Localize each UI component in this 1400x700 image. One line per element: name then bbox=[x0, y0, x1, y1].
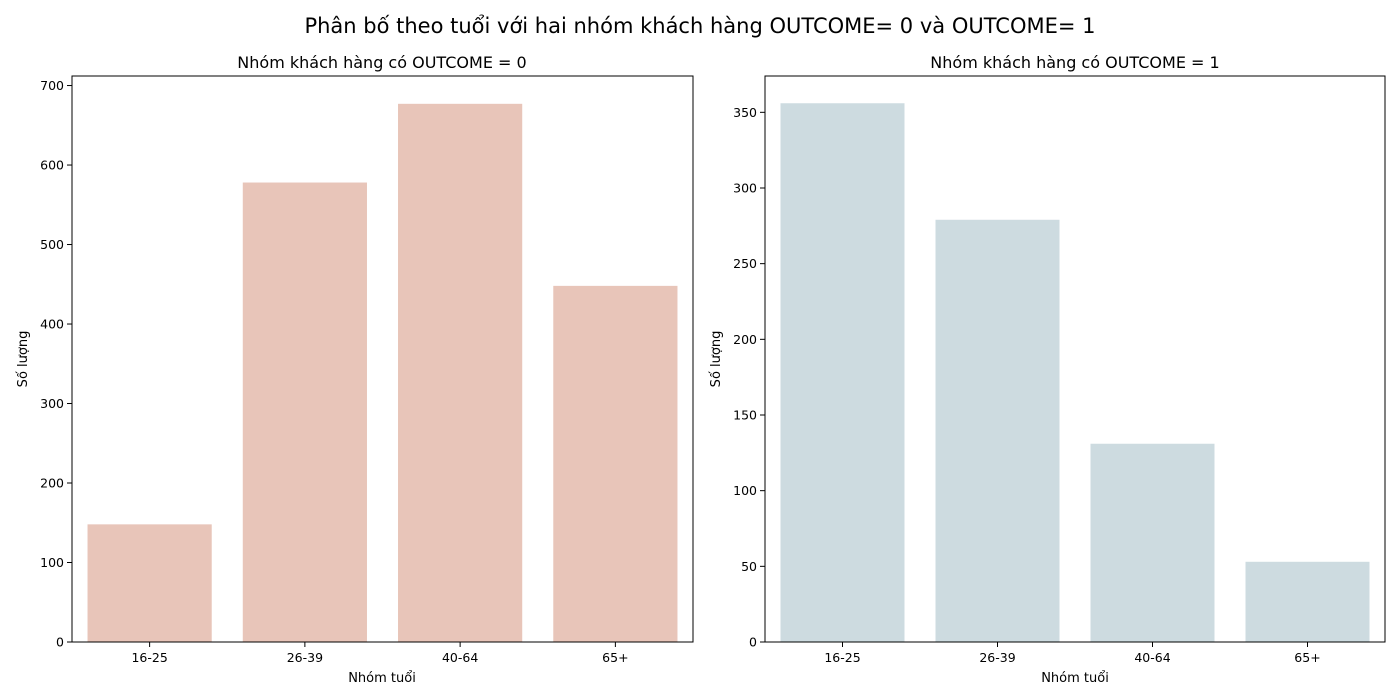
y-tick-label: 0 bbox=[56, 635, 64, 650]
x-axis-label: Nhóm tuổi bbox=[348, 671, 416, 686]
bar-40-64 bbox=[1090, 443, 1215, 642]
y-tick-label: 100 bbox=[733, 483, 757, 498]
x-tick-label: 16-25 bbox=[131, 650, 167, 665]
x-tick-label: 26-39 bbox=[287, 650, 323, 665]
y-tick-label: 300 bbox=[40, 396, 64, 411]
bar-65+ bbox=[1245, 561, 1370, 642]
y-tick-label: 0 bbox=[749, 635, 757, 650]
x-tick-label: 40-64 bbox=[1134, 650, 1170, 665]
y-tick-label: 50 bbox=[741, 559, 757, 574]
y-tick-label: 400 bbox=[40, 317, 64, 332]
bar-16-25 bbox=[87, 524, 212, 642]
figure-title: Phân bố theo tuổi với hai nhóm khách hàn… bbox=[304, 14, 1095, 38]
bar-16-25 bbox=[780, 103, 905, 642]
plot-frame bbox=[71, 75, 694, 643]
y-tick-label: 150 bbox=[733, 407, 757, 422]
y-tick-label: 200 bbox=[733, 332, 757, 347]
bar-26-39 bbox=[242, 182, 367, 643]
bar-40-64 bbox=[398, 103, 523, 642]
y-tick-label: 250 bbox=[733, 256, 757, 271]
y-tick-label: 600 bbox=[40, 158, 64, 173]
plot-frame bbox=[764, 75, 1386, 643]
y-axis-label: Số lượng bbox=[709, 331, 724, 388]
chart-panel-outcome-1: Nhóm khách hàng có OUTCOME = 1 16-25 26-3… bbox=[709, 53, 1386, 686]
x-axis-label: Nhóm tuổi bbox=[1041, 671, 1109, 686]
panel-title: Nhóm khách hàng có OUTCOME = 0 bbox=[237, 53, 526, 72]
y-tick-label: 200 bbox=[40, 476, 64, 491]
x-tick-label: 65+ bbox=[1294, 650, 1320, 665]
bar-65+ bbox=[553, 285, 678, 642]
y-tick-label: 300 bbox=[733, 180, 757, 195]
panel-title: Nhóm khách hàng có OUTCOME = 1 bbox=[930, 53, 1219, 72]
y-tick-label: 100 bbox=[40, 555, 64, 570]
bar-26-39 bbox=[935, 219, 1060, 642]
y-tick-label: 700 bbox=[40, 78, 64, 93]
x-tick-label: 65+ bbox=[602, 650, 628, 665]
x-tick-label: 16-25 bbox=[824, 650, 860, 665]
y-axis-label: Số lượng bbox=[16, 331, 31, 388]
x-tick-label: 40-64 bbox=[442, 650, 478, 665]
x-tick-label: 26-39 bbox=[979, 650, 1015, 665]
y-tick-label: 350 bbox=[733, 105, 757, 120]
y-tick-label: 500 bbox=[40, 237, 64, 252]
chart-panel-outcome-0: Nhóm khách hàng có OUTCOME = 0 16-25 26-3… bbox=[16, 53, 694, 686]
